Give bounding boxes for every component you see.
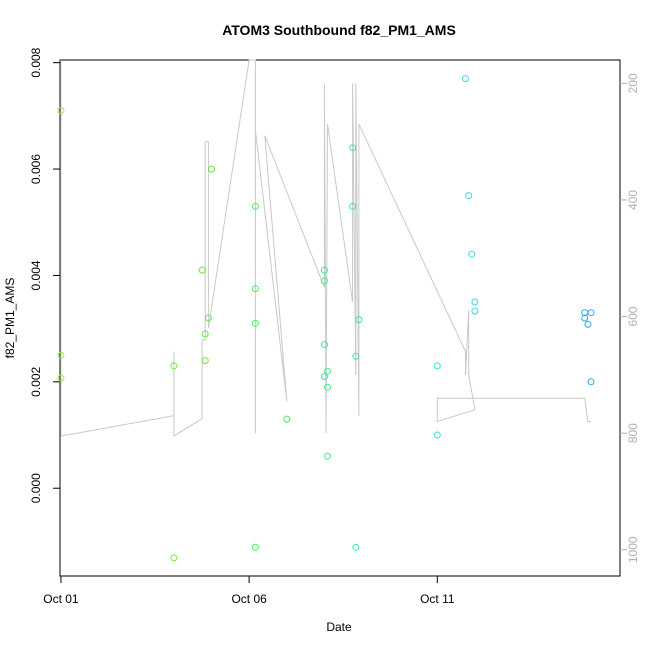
y2-tick-label: 200 (626, 73, 640, 93)
plot-frame (59, 59, 621, 577)
scatter-series (57, 75, 595, 562)
data-point (581, 314, 589, 322)
data-point (471, 298, 479, 306)
data-point (170, 554, 178, 562)
data-point (324, 383, 331, 391)
data-point (352, 543, 360, 551)
x-axis: Oct 01 Oct 06 Oct 11 (43, 576, 455, 606)
y2-axis: 200 400 600 800 1000 (620, 73, 640, 563)
data-point (349, 202, 357, 210)
data-point (170, 362, 178, 370)
y2-tick-label: 1000 (626, 536, 640, 563)
data-point (204, 314, 212, 322)
data-point (320, 266, 328, 274)
data-point (201, 330, 209, 338)
data-point (324, 367, 331, 375)
y-tick-label: 0.002 (29, 366, 43, 396)
x-tick-label: Oct 06 (231, 592, 267, 606)
y-axis-label: f82_PM1_AMS (3, 278, 17, 359)
y-tick-label: 0.006 (29, 154, 43, 184)
data-point (462, 75, 469, 83)
data-point (320, 277, 328, 285)
data-point (355, 316, 363, 324)
data-point (349, 144, 357, 152)
y2-tick-label: 800 (626, 423, 640, 443)
y2-tick-label: 400 (626, 190, 640, 210)
data-point (465, 192, 473, 200)
x-tick-label: Oct 01 (43, 592, 79, 606)
data-point (57, 374, 65, 382)
data-point (352, 352, 360, 360)
data-point (57, 107, 65, 114)
data-point (198, 266, 206, 274)
chart-title: ATOM3 Southbound f82_PM1_AMS (222, 22, 456, 38)
data-point (320, 341, 328, 349)
data-point (587, 378, 595, 386)
y2-tick-label: 600 (626, 306, 640, 326)
y-tick-label: 0.008 (29, 47, 43, 77)
data-point (471, 307, 479, 315)
data-point (587, 309, 595, 317)
data-point (251, 319, 259, 327)
secondary-series (60, 59, 591, 437)
data-point (433, 431, 441, 439)
data-point (201, 357, 209, 365)
y-tick-label: 0.000 (29, 473, 43, 503)
data-point (433, 362, 441, 370)
y-tick-label: 0.004 (29, 260, 43, 290)
data-point (584, 320, 592, 328)
x-axis-label: Date (326, 620, 352, 634)
data-point (324, 452, 331, 460)
data-point (251, 543, 259, 551)
data-point (57, 351, 65, 359)
data-point (468, 250, 476, 258)
data-point (283, 415, 291, 423)
data-point (251, 202, 259, 210)
data-point (251, 285, 259, 293)
secondary-line (60, 59, 591, 437)
x-tick-label: Oct 11 (420, 592, 455, 606)
y-axis: 0.000 0.002 0.004 0.006 0.008 (29, 47, 60, 503)
data-point (320, 373, 328, 380)
data-point (208, 165, 215, 173)
